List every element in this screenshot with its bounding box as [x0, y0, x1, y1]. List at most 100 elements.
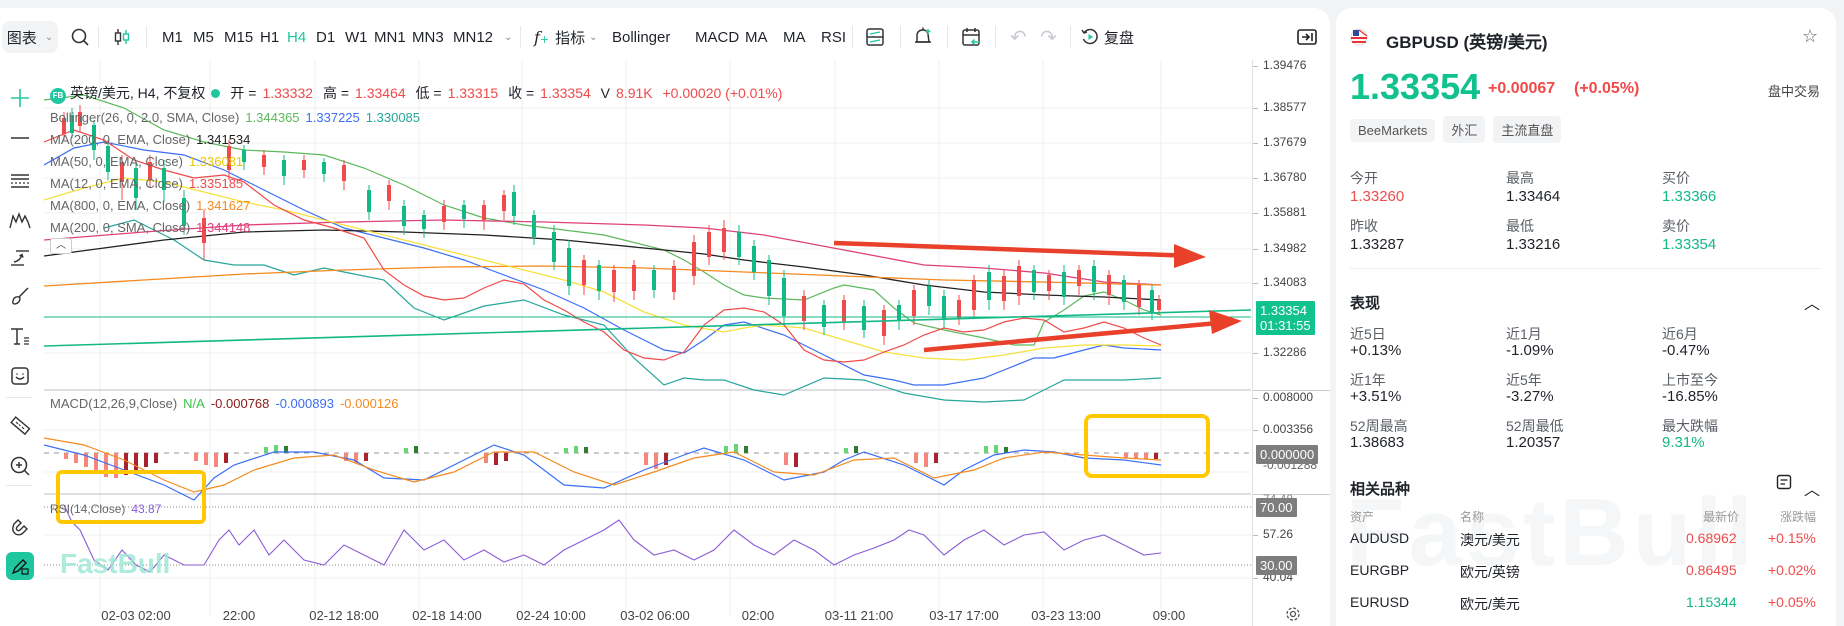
related-collapse-button[interactable]: ︿	[1804, 476, 1820, 500]
replay-button[interactable]: 复盘	[1080, 23, 1134, 51]
pattern-tool[interactable]	[6, 206, 34, 234]
emoji-tool[interactable]	[6, 362, 34, 390]
time-label: 02-18 14:00	[412, 608, 482, 623]
annotation-box-rsi[interactable]	[56, 470, 206, 524]
table-row[interactable]: AUDUSD 澳元/美元 0.68962 +0.15%	[1350, 530, 1820, 554]
collapse-panel-button[interactable]	[1296, 23, 1318, 51]
replay-label: 复盘	[1104, 29, 1135, 47]
collapse-indicators-button[interactable]: ︿	[50, 238, 72, 254]
trendline[interactable]	[44, 309, 1251, 347]
price-label: 1.34083	[1263, 275, 1307, 289]
indicator-value: 1.336081	[188, 154, 244, 169]
macd-histogram	[64, 444, 1158, 478]
legend-macd[interactable]: MACD(12,26,9,Close) N/A -0.000768 -0.000893…	[50, 396, 405, 411]
row-name: 欧元/英镑	[1460, 564, 1520, 580]
channel-tool[interactable]	[6, 166, 34, 194]
time-label: 02-12 18:00	[309, 608, 379, 623]
price-chart[interactable]	[44, 60, 1251, 616]
timeframe-m15[interactable]: M15	[224, 28, 254, 46]
legend-ma200-sma[interactable]: MA(200, 0, SMA, Close) 1.344148	[50, 220, 256, 235]
line-tool[interactable]	[6, 124, 34, 152]
timeframe-mn1[interactable]: MN1	[374, 28, 406, 46]
legend-ma200-ema[interactable]: MA(200, 0, EMA, Close) 1.341534	[50, 132, 256, 147]
text-tool[interactable]	[6, 322, 34, 350]
crosshair-tool[interactable]	[6, 84, 34, 112]
lock-drawing-tool[interactable]	[6, 552, 34, 580]
timeframe-mn12[interactable]: MN12	[453, 28, 494, 46]
chart-settings-button[interactable]	[1285, 606, 1301, 625]
table-row[interactable]: EURUSD 欧元/美元 1.15344 +0.05%	[1350, 594, 1820, 618]
indicators-button[interactable]: f+ 指标 ⌄	[534, 23, 598, 51]
table-row[interactable]: EURGBP 欧元/英镑 0.86495 +0.02%	[1350, 562, 1820, 586]
toolbar-divider	[852, 26, 853, 48]
perf-label: 近1年	[1350, 372, 1386, 388]
timeframe-h1[interactable]: H1	[260, 28, 280, 46]
volume-label: V	[600, 85, 611, 101]
low-label: 低 =	[415, 85, 442, 101]
search-button[interactable]	[70, 23, 90, 51]
redo-button[interactable]: ↷	[1040, 23, 1057, 51]
chart-type-dropdown[interactable]: 图表 ⌄	[2, 21, 58, 53]
ruler-icon	[10, 416, 31, 436]
time-axis[interactable]: 02-03 02:00 22:00 02-12 18:00 02-18 14:0…	[44, 608, 1252, 626]
layout-button[interactable]	[864, 23, 886, 51]
stat-prev-close-value: 1.33287	[1350, 236, 1405, 253]
price-axis[interactable]: 1.39476 1.38577 1.37679 1.36780 1.35881 …	[1252, 58, 1330, 626]
quick-indicator-ma-2[interactable]: MA	[783, 28, 806, 46]
quick-indicator-bollinger[interactable]: Bollinger	[612, 28, 671, 46]
zoom-in-tool[interactable]	[6, 452, 34, 480]
price-change-pct: (+0.05%)	[1574, 80, 1640, 97]
current-price: 1.33354	[1260, 303, 1307, 318]
price-label: 1.35881	[1263, 205, 1307, 219]
stat-high-value: 1.33464	[1506, 188, 1561, 205]
legend-ma12[interactable]: MA(12, 0, EMA, Close) 1.335185	[50, 176, 249, 191]
timeframe-h4[interactable]: H4	[287, 28, 307, 46]
annotation-box-macd[interactable]	[1084, 414, 1210, 478]
legend-rsi[interactable]: RSI(14,Close) 43.87	[50, 502, 167, 516]
brush-tool[interactable]	[6, 282, 34, 310]
list-icon	[1776, 474, 1792, 490]
calendar-button[interactable]	[960, 23, 982, 51]
legend-ma50[interactable]: MA(50, 0, EMA, Close) 1.336081	[50, 154, 249, 169]
quick-indicator-macd[interactable]: MACD	[695, 28, 740, 46]
measure-tool[interactable]	[6, 412, 34, 440]
magnet-icon	[12, 519, 28, 536]
stat-prev-close-label: 昨收	[1350, 218, 1378, 234]
toolbar-divider	[995, 26, 996, 48]
resistance-arrow[interactable]	[833, 240, 1206, 268]
favorite-button[interactable]: ☆	[1802, 26, 1818, 47]
quick-indicator-rsi[interactable]: RSI	[821, 28, 847, 46]
legend-bollinger[interactable]: Bollinger(26, 0, 2.0, SMA, Close) 1.34436…	[50, 110, 426, 125]
volume-value: 8.91K	[616, 85, 653, 101]
timeframe-w1[interactable]: W1	[345, 28, 368, 46]
undo-button[interactable]: ↶	[1010, 23, 1027, 51]
symbol-label: 英镑/美元, H4, 不复权	[70, 85, 206, 101]
replay-icon	[1081, 28, 1098, 45]
legend-ma800[interactable]: MA(800, 0, EMA, Close) 1.341627	[50, 198, 256, 213]
stat-low-label: 最低	[1506, 218, 1534, 234]
quick-indicator-ma[interactable]: MA	[745, 28, 768, 46]
timeframe-m1[interactable]: M1	[162, 28, 183, 46]
wave-pattern-icon	[9, 212, 31, 229]
chevron-down-icon: ⌄	[589, 31, 598, 43]
candle-style-button[interactable]	[112, 23, 132, 51]
tag-group[interactable]: 主流直盘	[1493, 116, 1562, 143]
timeframe-mn3[interactable]: MN3	[412, 28, 444, 46]
projection-tool[interactable]	[6, 244, 34, 272]
timeframe-d1[interactable]: D1	[316, 28, 336, 46]
timeframe-more-button[interactable]: ⌄	[500, 23, 512, 51]
perf-label: 52周最低	[1506, 418, 1564, 434]
timeframe-m5[interactable]: M5	[193, 28, 214, 46]
tag-broker[interactable]: BeeMarkets	[1350, 119, 1436, 142]
toolbar-divider	[520, 26, 521, 48]
gear-icon	[1286, 607, 1300, 621]
panel-collapse-icon	[1297, 29, 1317, 45]
add-alert-button[interactable]	[912, 23, 934, 51]
stat-bid-label: 买价	[1662, 170, 1690, 186]
magnet-tool[interactable]	[6, 512, 34, 540]
support-arrow[interactable]	[923, 310, 1242, 353]
tag-category[interactable]: 外汇	[1443, 116, 1486, 143]
change-value: +0.00020 (+0.01%)	[662, 85, 783, 101]
performance-collapse-button[interactable]: ︿	[1804, 290, 1820, 314]
related-list-button[interactable]	[1776, 474, 1792, 493]
